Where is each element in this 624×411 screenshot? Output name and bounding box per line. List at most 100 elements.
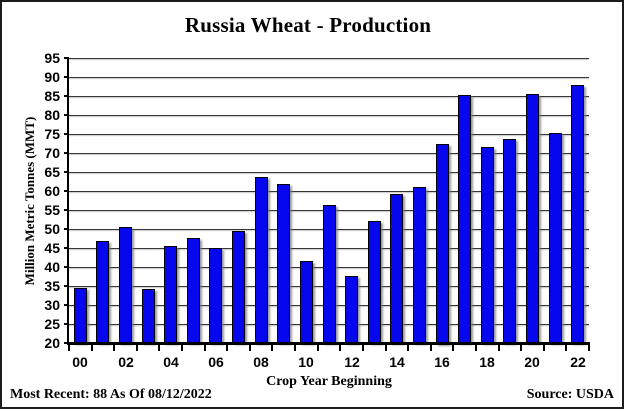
bar-13 [368,221,381,343]
y-tick-label-30: 30 [44,297,60,313]
y-axis-line [67,58,69,343]
y-tick-mark-75 [64,133,69,135]
source-label: Source: USDA [526,387,614,402]
x-tick-label-02: 02 [118,354,134,370]
y-tick-mark-30 [64,304,69,306]
bar-11 [323,205,336,343]
x-tick-label-16: 16 [434,354,450,370]
y-tick-label-20: 20 [44,335,60,351]
y-tick-label-55: 55 [44,202,60,218]
bar-08 [255,177,268,343]
bar-00 [74,288,87,343]
x-tick-mark-0 [68,345,70,351]
x-tick-mark-9 [271,345,273,351]
x-tick-label-22: 22 [570,354,586,370]
x-tick-mark-5 [181,345,183,351]
x-tick-mark-20 [520,345,522,351]
gridline-75 [69,134,589,135]
bar-22 [571,85,584,343]
gridline-85 [69,96,589,97]
bar-09 [277,184,290,343]
y-tick-label-25: 25 [44,316,60,332]
bar-04 [164,246,177,343]
x-tick-label-04: 04 [163,354,179,370]
gridline-95 [69,58,589,59]
y-tick-mark-40 [64,266,69,268]
x-tick-mark-23 [588,345,590,351]
y-tick-label-95: 95 [44,50,60,66]
x-tick-mark-13 [362,345,364,351]
y-tick-mark-25 [64,323,69,325]
x-tick-mark-14 [385,345,387,351]
bar-06 [209,248,222,343]
x-tick-mark-10 [294,345,296,351]
y-tick-label-70: 70 [44,145,60,161]
bar-21 [549,133,562,343]
x-tick-mark-3 [136,345,138,351]
x-tick-mark-7 [226,345,228,351]
x-tick-label-08: 08 [253,354,269,370]
gridline-60 [69,191,589,192]
chart-title: Russia Wheat - Production [184,13,432,37]
gridline-90 [69,77,589,78]
bar-16 [436,144,449,344]
x-tick-mark-18 [475,345,477,351]
y-tick-mark-90 [64,76,69,78]
gridline-65 [69,172,589,173]
x-tick-mark-17 [452,345,454,351]
x-tick-mark-6 [204,345,206,351]
y-tick-label-90: 90 [44,69,60,85]
y-tick-mark-50 [64,228,69,230]
x-tick-label-18: 18 [479,354,495,370]
y-tick-label-75: 75 [44,126,60,142]
bar-01 [96,241,109,343]
x-tick-label-06: 06 [208,354,224,370]
x-tick-mark-15 [407,345,409,351]
bar-19 [503,139,516,343]
gridline-70 [69,153,589,154]
y-tick-mark-45 [64,247,69,249]
bar-05 [187,238,200,343]
bar-03 [142,289,155,343]
x-tick-mark-8 [249,345,251,351]
y-tick-label-65: 65 [44,164,60,180]
x-tick-mark-19 [498,345,500,351]
x-tick-label-10: 10 [298,354,314,370]
y-tick-mark-65 [64,171,69,173]
most-recent-label: Most Recent: 88 As Of 08/12/2022 [10,387,212,402]
x-tick-mark-21 [543,345,545,351]
x-axis-line [67,342,590,345]
x-tick-mark-2 [113,345,115,351]
y-tick-mark-20 [64,342,69,344]
x-tick-mark-4 [158,345,160,351]
y-tick-label-50: 50 [44,221,60,237]
x-tick-label-20: 20 [524,354,540,370]
y-tick-label-60: 60 [44,183,60,199]
y-tick-mark-35 [64,285,69,287]
y-tick-mark-85 [64,95,69,97]
y-tick-label-85: 85 [44,88,60,104]
bar-15 [413,187,426,343]
x-tick-label-12: 12 [344,354,360,370]
y-tick-label-35: 35 [44,278,60,294]
y-tick-mark-55 [64,209,69,211]
gridline-80 [69,115,589,116]
bar-20 [526,94,539,343]
x-tick-mark-22 [565,345,567,351]
bar-07 [232,231,245,343]
bar-02 [119,227,132,343]
x-tick-mark-1 [91,345,93,351]
x-axis-title: Crop Year Beginning [266,374,392,389]
x-tick-mark-11 [317,345,319,351]
bar-17 [458,95,471,343]
y-tick-label-80: 80 [44,107,60,123]
x-tick-label-14: 14 [389,354,405,370]
y-tick-mark-60 [64,190,69,192]
bar-12 [345,276,358,343]
bar-10 [300,261,313,343]
x-tick-mark-16 [430,345,432,351]
x-tick-label-00: 00 [72,354,88,370]
y-tick-label-45: 45 [44,240,60,256]
y-tick-mark-70 [64,152,69,154]
